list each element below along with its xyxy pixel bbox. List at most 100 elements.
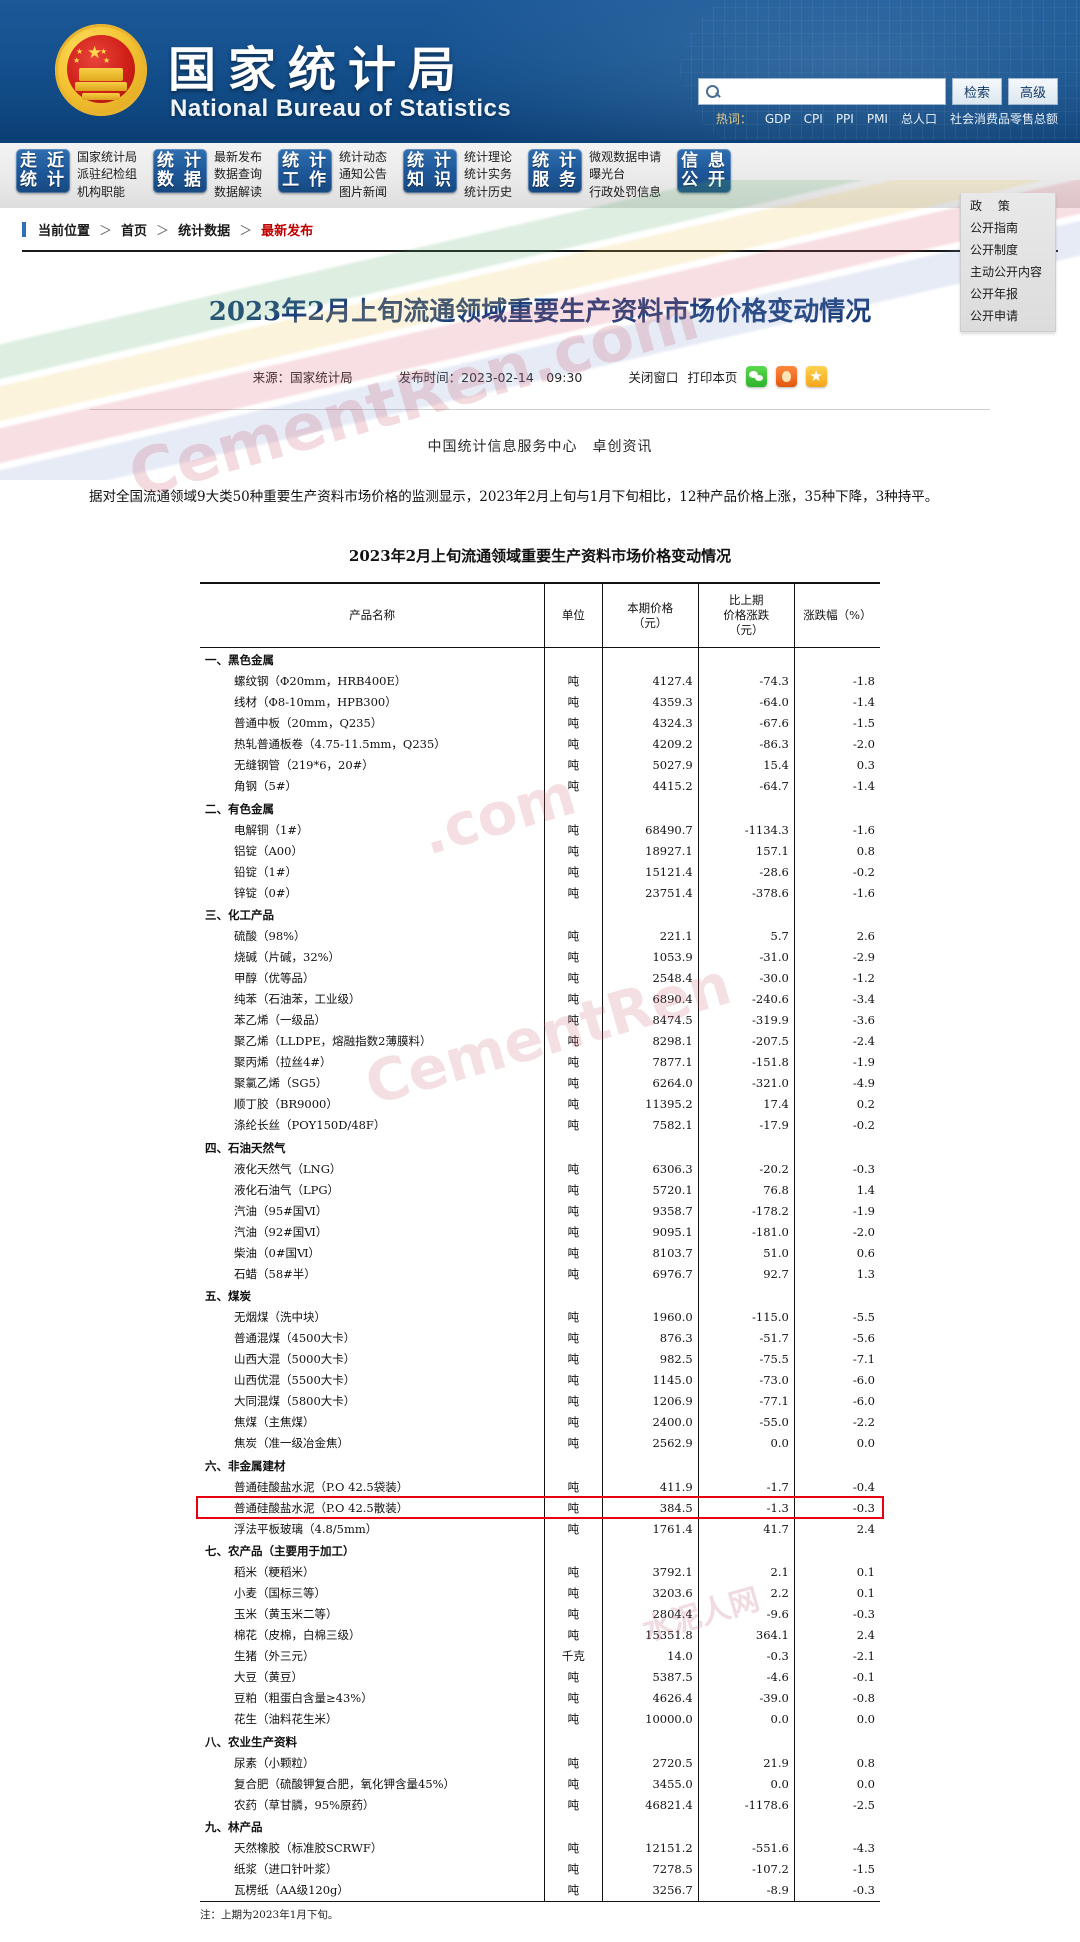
current-price: 11395.2: [601, 1093, 699, 1115]
nav-link-nbs[interactable]: 国家统计局: [77, 150, 138, 164]
search-button[interactable]: 检索: [951, 78, 1002, 105]
nav-link-photo-news[interactable]: 图片新闻: [339, 184, 388, 199]
price-change: 2.1: [697, 1561, 795, 1583]
product-name: 聚丙烯（拉丝4#）: [234, 1055, 332, 1070]
information-disclosure-dropdown[interactable]: 政 策 公开指南 公开制度 主动公开内容 公开年报 公开申请: [960, 193, 1056, 332]
nav-tile-line1: 统 计: [532, 151, 579, 171]
product-unit: 吨: [544, 1369, 603, 1391]
group-name: 七、农产品（主要用于加工）: [205, 1544, 355, 1559]
nav-group-statistical-data[interactable]: 统 计 数 据 最新发布 数据查询 数据解读: [153, 149, 262, 201]
product-unit: 吨: [544, 1263, 603, 1285]
table-row: 纯苯（石油苯，工业级） 吨 6890.4 -240.6 -3.4: [200, 988, 880, 1010]
advanced-search-button[interactable]: 高级: [1007, 78, 1058, 105]
table-row: 棉花（皮棉，白棉三级） 吨 15351.8 364.1 2.4: [200, 1624, 880, 1646]
group-name: 八、农业生产资料: [205, 1734, 297, 1749]
hotwords-label: 热词：: [715, 112, 752, 126]
breadcrumb-item-statistical-data[interactable]: 统计数据: [178, 223, 231, 239]
price-change: -55.0: [697, 1411, 795, 1433]
empty-cell: [697, 1453, 795, 1477]
current-price: 68490.7: [601, 819, 699, 841]
hotword-retail-sales[interactable]: 社会消费品零售总额: [949, 112, 1058, 126]
product-unit: 吨: [544, 1390, 603, 1412]
price-change: -64.0: [697, 691, 795, 713]
price-change: -4.6: [697, 1666, 795, 1688]
empty-cell: [544, 1539, 603, 1562]
product-name: 汽油（92#国Ⅵ）: [234, 1224, 328, 1239]
print-page-button[interactable]: 打印本页: [687, 370, 738, 386]
nav-link-microdata-application[interactable]: 微观数据申请: [589, 150, 662, 164]
nav-link-history[interactable]: 统计历史: [464, 184, 513, 199]
product-name: 纯苯（石油苯，工业级）: [234, 992, 361, 1007]
percent-change: 1.4: [793, 1179, 880, 1201]
current-price: 1145.0: [601, 1369, 699, 1391]
nav-group-information-disclosure[interactable]: 信 息 公 开: [677, 149, 732, 194]
table-row: 生猪（外三元） 千克 14.0 -0.3 -2.1: [200, 1645, 880, 1667]
table-row: 大同混煤（5800大卡） 吨 1206.9 -77.1 -6.0: [200, 1390, 880, 1412]
product-unit: 吨: [544, 1093, 603, 1115]
search-box[interactable]: [697, 78, 946, 105]
product-unit: 吨: [544, 861, 603, 883]
dropdown-item-disclosure-system[interactable]: 公开制度: [970, 243, 1019, 257]
hotword-cpi[interactable]: CPI: [803, 111, 823, 126]
nav-tile-line2: 知 识: [407, 170, 453, 191]
product-name: 汽油（95#国Ⅵ）: [234, 1203, 328, 1218]
table-row: 纸浆（进口针叶浆） 吨 7278.5 -107.2 -1.5: [200, 1858, 880, 1880]
nav-group-statistical-knowledge[interactable]: 统 计 知 识 统计理论 统计实务 统计历史: [403, 149, 512, 201]
nav-tile-statistical-service[interactable]: 统 计 服 务: [528, 149, 583, 194]
weibo-icon[interactable]: [776, 366, 798, 388]
nav-tile-about-statistics[interactable]: 走 近 统 计: [16, 149, 70, 194]
product-name: 无缝钢管（219*6，20#）: [234, 758, 374, 773]
nav-tile-statistical-work[interactable]: 统 计 工 作: [278, 149, 333, 194]
percent-change: 0.1: [793, 1561, 880, 1583]
percent-change: -1.9: [793, 1200, 880, 1222]
price-change: -1.3: [697, 1497, 795, 1519]
col-header-percent-change: 涨跌幅（%）: [793, 582, 880, 649]
nav-link-announcements[interactable]: 通知公告: [339, 167, 388, 182]
product-unit: 吨: [544, 1200, 603, 1222]
nav-group-statistical-service[interactable]: 统 计 服 务 微观数据申请 曝光台 行政处罚信息: [528, 149, 661, 201]
meta-divider: [90, 409, 990, 411]
nav-link-statistical-news[interactable]: 统计动态: [339, 150, 388, 164]
hotword-population[interactable]: 总人口: [900, 112, 937, 126]
nav-tile-statistical-knowledge[interactable]: 统 计 知 识: [403, 149, 458, 194]
search-input[interactable]: [720, 79, 939, 104]
product-unit: 吨: [544, 1624, 603, 1646]
nav-link-practice[interactable]: 统计实务: [464, 167, 513, 182]
product-name: 普通硅酸盐水泥（P.O 42.5袋装）: [234, 1479, 409, 1494]
favorite-star-icon[interactable]: [806, 366, 828, 388]
product-name: 尿素（小颗粒）: [234, 1755, 315, 1770]
nav-link-penalty-info[interactable]: 行政处罚信息: [589, 184, 662, 199]
dropdown-item-proactive-disclosure[interactable]: 主动公开内容: [970, 265, 1043, 279]
breadcrumb-item-home[interactable]: 首页: [121, 223, 148, 239]
wechat-icon[interactable]: [746, 366, 768, 388]
site-title-en: National Bureau of Statistics: [170, 95, 512, 122]
product-unit: 吨: [544, 754, 603, 776]
product-name: 大豆（黄豆）: [234, 1670, 303, 1685]
price-change: -30.0: [697, 967, 795, 989]
product-name: 甲醇（优等品）: [234, 971, 315, 986]
close-window-button[interactable]: 关闭窗口: [628, 370, 679, 386]
nav-link-data-interpretation[interactable]: 数据解读: [214, 184, 263, 199]
breadcrumb-divider: [22, 250, 1058, 252]
price-change: -151.8: [697, 1051, 795, 1073]
nav-link-exposure-desk[interactable]: 曝光台: [589, 167, 626, 182]
hotword-gdp[interactable]: GDP: [764, 111, 791, 126]
hotword-pmi[interactable]: PMI: [866, 111, 888, 126]
nav-link-functions[interactable]: 机构职能: [77, 184, 126, 199]
percent-change: -1.5: [793, 1858, 880, 1880]
dropdown-item-annual-report[interactable]: 公开年报: [970, 287, 1019, 301]
nav-link-theory[interactable]: 统计理论: [464, 150, 513, 164]
nav-link-discipline-group[interactable]: 派驻纪检组: [77, 167, 138, 182]
nav-group-statistical-work[interactable]: 统 计 工 作 统计动态 通知公告 图片新闻: [278, 149, 387, 201]
hotword-ppi[interactable]: PPI: [835, 111, 854, 126]
nav-group-about-statistics[interactable]: 走 近 统 计 国家统计局 派驻纪检组 机构职能: [16, 149, 137, 201]
dropdown-item-policy[interactable]: 政 策: [970, 199, 1016, 213]
nav-link-latest-release[interactable]: 最新发布: [214, 150, 263, 164]
nav-tile-information-disclosure[interactable]: 信 息 公 开: [677, 149, 732, 194]
dropdown-item-disclosure-request[interactable]: 公开申请: [970, 309, 1019, 323]
col-header-price-change-l3: （元）: [729, 623, 764, 638]
price-change: 364.1: [697, 1624, 795, 1646]
nav-link-data-query[interactable]: 数据查询: [214, 167, 263, 182]
nav-tile-statistical-data[interactable]: 统 计 数 据: [153, 149, 208, 194]
dropdown-item-disclosure-guide[interactable]: 公开指南: [970, 221, 1019, 235]
